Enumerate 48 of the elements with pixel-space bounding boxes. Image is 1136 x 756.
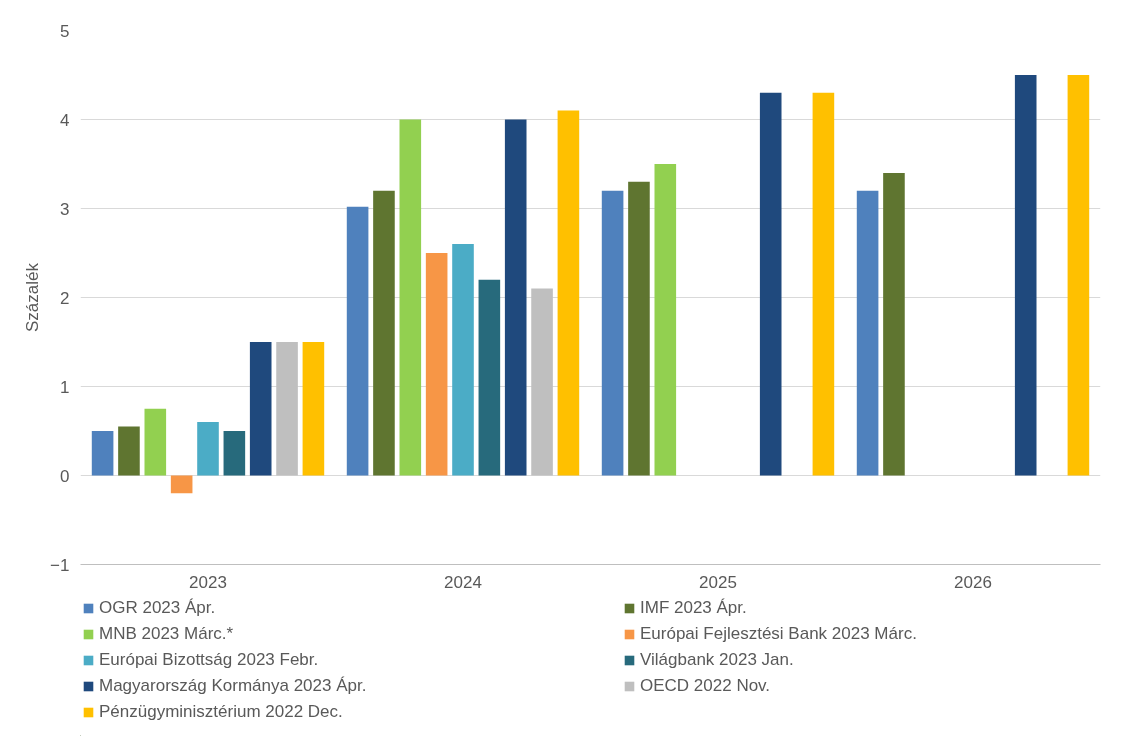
y-tick-label: 1 (60, 377, 70, 397)
bar (276, 342, 298, 476)
bar (302, 342, 325, 476)
legend-label: Magyarország Kormánya 2023 Ápr. (99, 675, 368, 697)
y-tick-label: 4 (60, 110, 70, 130)
y-axis-title: Százalék (23, 262, 43, 332)
bar (373, 190, 395, 476)
legend-label: IMF 2023 Ápr. (640, 597, 748, 619)
bar (144, 408, 167, 476)
legend-label: Pénzügyminisztérium 2022 Dec. (99, 701, 344, 723)
bar (346, 206, 369, 476)
legend-label: OECD 2022 Nov. (640, 675, 772, 697)
bar (883, 172, 905, 476)
bar (531, 288, 553, 476)
bar (170, 475, 193, 494)
y-tick-label: −1 (50, 555, 70, 575)
bar (812, 92, 835, 476)
bar (197, 422, 219, 476)
y-tick-label: 5 (60, 21, 70, 41)
bar (759, 92, 782, 476)
bar (249, 342, 272, 476)
x-tick-label: 2023 (189, 572, 227, 592)
bar (91, 431, 114, 476)
x-tick-label: 2025 (699, 572, 737, 592)
bar (1067, 75, 1090, 476)
legend-label: Európai Bizottság 2023 Febr. (99, 649, 320, 671)
bar (399, 119, 422, 476)
y-tick-label: 3 (60, 199, 70, 219)
legend-label: Világbank 2023 Jan. (640, 649, 795, 671)
bar (856, 190, 879, 476)
bar (601, 190, 624, 476)
x-tick-label: 2026 (954, 572, 992, 592)
bar (452, 244, 474, 476)
y-tick-label: 2 (60, 288, 70, 308)
bar (1014, 75, 1037, 476)
bar (654, 164, 677, 476)
bar (628, 181, 650, 476)
bar (223, 431, 246, 476)
legend-label: OGR 2023 Ápr. (99, 597, 217, 619)
bar (557, 110, 580, 476)
legend-label: Európai Fejlesztési Bank 2023 Márc. (640, 623, 918, 645)
bar (478, 279, 501, 476)
bar (425, 253, 448, 476)
y-tick-label: 0 (60, 466, 70, 486)
bar (118, 426, 140, 476)
bar (504, 119, 527, 476)
legend-label: MNB 2023 Márc.* (99, 623, 235, 645)
x-tick-label: 2024 (444, 572, 482, 592)
